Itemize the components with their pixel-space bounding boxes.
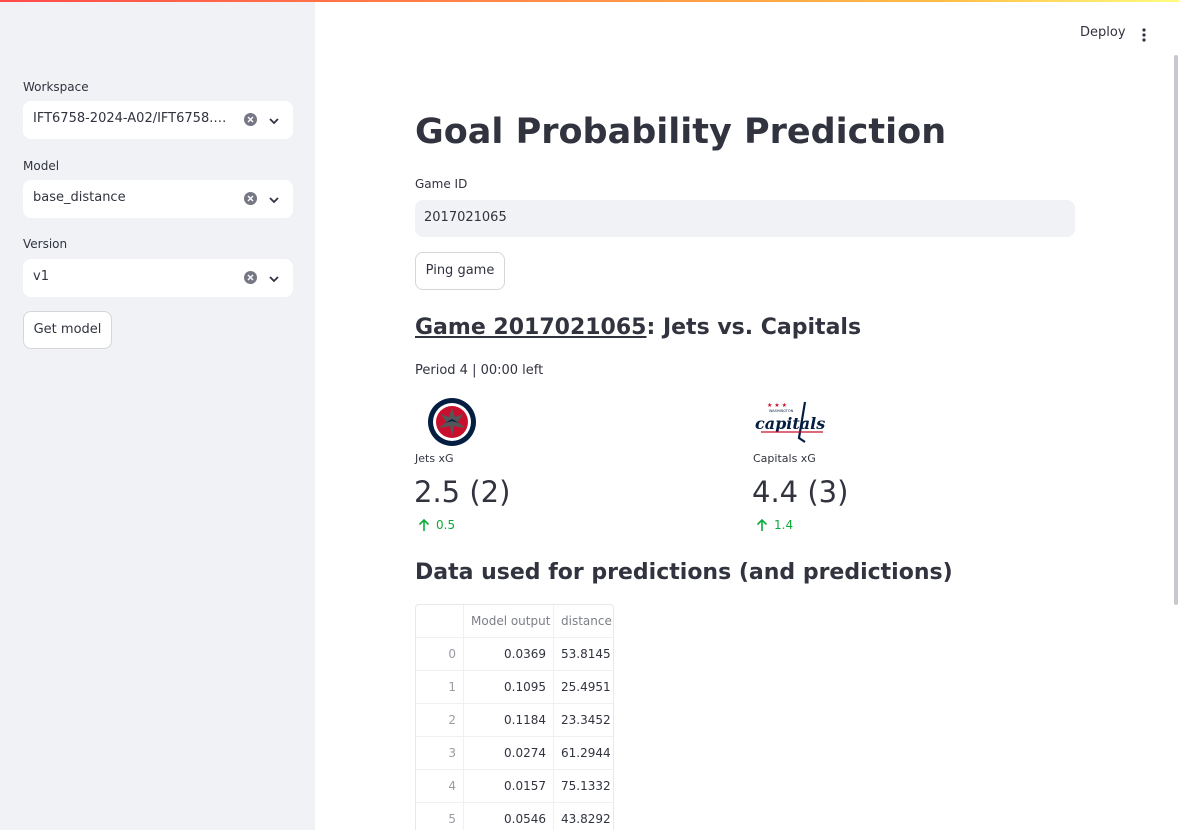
column-header[interactable] — [416, 605, 464, 637]
away-xg-label: Capitals xG — [753, 452, 816, 465]
home-xg-value: 2.5 (2) — [414, 475, 511, 509]
version-label: Version — [23, 237, 68, 251]
home-xg-label: Jets xG — [415, 452, 454, 465]
top-decoration-bar — [0, 0, 1179, 2]
model-output-cell[interactable]: 0.0157 — [464, 770, 554, 802]
chevron-down-icon[interactable] — [267, 113, 281, 127]
away-delta-value: 1.4 — [774, 518, 794, 532]
clear-icon[interactable] — [244, 192, 257, 205]
model-value: base_distance — [33, 190, 126, 205]
arrow-up-icon — [418, 518, 430, 531]
home-xg-delta: 0.5 — [417, 518, 455, 532]
game-id-label: Game ID — [415, 177, 468, 191]
row-index: 5 — [416, 803, 464, 830]
clear-icon[interactable] — [244, 113, 257, 126]
distance-cell[interactable]: 43.8292 — [561, 812, 611, 826]
row-index: 3 — [416, 737, 464, 769]
get-model-button[interactable]: Get model — [23, 311, 112, 349]
model-output-cell[interactable]: 0.0274 — [464, 737, 554, 769]
game-matchup: : Jets vs. Capitals — [646, 315, 862, 340]
workspace-select[interactable]: IFT6758-2024-A02/IFT6758.2... — [23, 101, 293, 139]
version-select[interactable]: v1 — [23, 259, 293, 297]
away-xg-value: 4.4 (3) — [752, 475, 849, 509]
data-heading: Data used for predictions (and predictio… — [415, 560, 953, 585]
clear-icon[interactable] — [244, 271, 257, 284]
workspace-value: IFT6758-2024-A02/IFT6758.2... — [33, 111, 233, 126]
more-options-icon[interactable] — [1141, 27, 1147, 43]
version-value: v1 — [33, 269, 49, 284]
page-title: Goal Probability Prediction — [415, 112, 947, 152]
away-xg-delta: 1.4 — [755, 518, 793, 532]
model-output-cell[interactable]: 0.1184 — [464, 704, 554, 736]
game-id-value: 2017021065 — [424, 210, 507, 225]
game-link[interactable]: Game 2017021065 — [415, 315, 647, 340]
deploy-button[interactable]: Deploy — [1080, 25, 1126, 40]
table-row[interactable]: 4 0.0157 75.1332 — [416, 770, 613, 803]
capitals-logo: ★ ★ ★ WASHINGTON capitals — [753, 400, 829, 450]
model-output-cell[interactable]: 0.0546 — [464, 803, 554, 830]
row-index: 2 — [416, 704, 464, 736]
row-index: 1 — [416, 671, 464, 703]
distance-cell[interactable]: 25.4951 — [561, 680, 611, 694]
workspace-label: Workspace — [23, 80, 89, 94]
ping-game-button[interactable]: Ping game — [415, 252, 505, 290]
distance-cell[interactable]: 53.8145 — [561, 647, 611, 661]
chevron-down-icon[interactable] — [267, 192, 281, 206]
column-header[interactable]: distance — [561, 614, 612, 628]
predictions-table[interactable]: Model output distance 0 0.0369 53.8145 1… — [415, 604, 614, 830]
column-header[interactable]: Model output — [464, 605, 554, 637]
table-header-row: Model output distance — [416, 605, 613, 638]
arrow-up-icon — [756, 518, 768, 531]
distance-cell[interactable]: 75.1332 — [561, 779, 611, 793]
svg-text:WASHINGTON: WASHINGTON — [769, 409, 794, 413]
chevron-down-icon[interactable] — [267, 271, 281, 285]
home-delta-value: 0.5 — [436, 518, 456, 532]
jets-logo — [427, 397, 477, 451]
model-label: Model — [23, 159, 60, 173]
model-output-cell[interactable]: 0.1095 — [464, 671, 554, 703]
table-row[interactable]: 5 0.0546 43.8292 — [416, 803, 613, 830]
table-row[interactable]: 0 0.0369 53.8145 — [416, 638, 613, 671]
svg-text:capitals: capitals — [755, 414, 825, 433]
game-id-input[interactable]: 2017021065 — [415, 200, 1075, 237]
row-index: 4 — [416, 770, 464, 802]
table-row[interactable]: 1 0.1095 25.4951 — [416, 671, 613, 704]
model-output-cell[interactable]: 0.0369 — [464, 638, 554, 670]
table-row[interactable]: 2 0.1184 23.3452 — [416, 704, 613, 737]
model-select[interactable]: base_distance — [23, 180, 293, 218]
distance-cell[interactable]: 23.3452 — [561, 713, 611, 727]
row-index: 0 — [416, 638, 464, 670]
app-header: Deploy — [315, 2, 1179, 62]
game-heading: Game 2017021065: Jets vs. Capitals — [415, 315, 861, 340]
svg-text:★ ★ ★: ★ ★ ★ — [767, 402, 787, 409]
distance-cell[interactable]: 61.2944 — [561, 746, 611, 760]
main-content: Goal Probability Prediction Game ID 2017… — [315, 0, 1174, 830]
sidebar: Workspace IFT6758-2024-A02/IFT6758.2... … — [0, 2, 315, 830]
table-row[interactable]: 3 0.0274 61.2944 — [416, 737, 613, 770]
scrollbar[interactable] — [1174, 55, 1178, 605]
period-status: Period 4 | 00:00 left — [415, 363, 544, 378]
